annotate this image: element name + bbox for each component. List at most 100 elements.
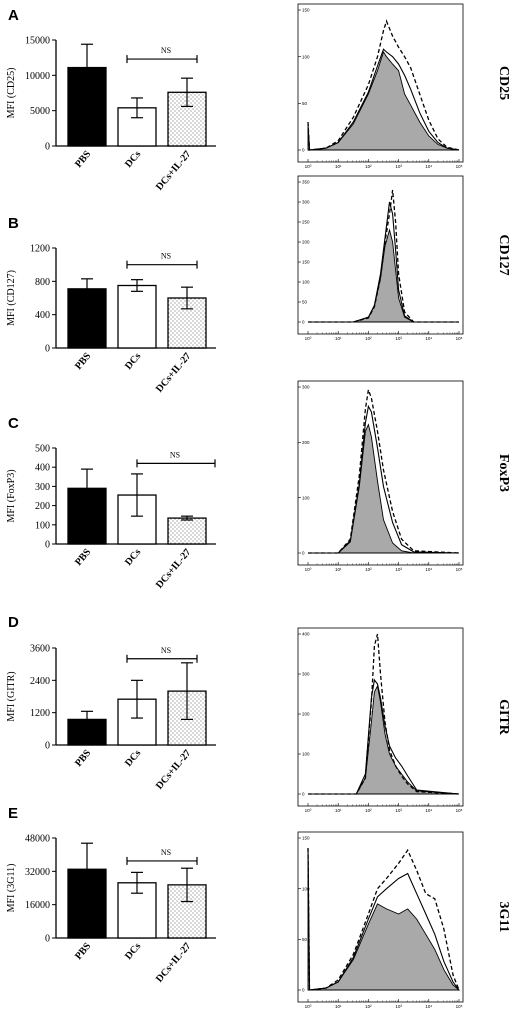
- histogram-panel-foxp3: 0 100 200 300 10⁰ 10¹ 10² 10³ 10⁴ 10⁵ FoxP3: [297, 380, 511, 572]
- significance-label: NS: [161, 46, 171, 55]
- category-label: PBS: [73, 748, 93, 769]
- y-tick-label: 100: [302, 752, 310, 757]
- significance-label: NS: [161, 646, 171, 655]
- x-tick-label: 10⁴: [425, 1004, 432, 1009]
- x-tick-label: 10⁵: [456, 1004, 463, 1009]
- panel-letter: A: [8, 7, 19, 24]
- x-tick-label: 10²: [365, 336, 372, 341]
- x-tick-label: 10¹: [335, 336, 342, 341]
- y-tick-label: 250: [302, 220, 310, 225]
- y-tick-label: 150: [302, 8, 310, 13]
- marker-label: CD127: [496, 234, 511, 275]
- marker-label: GITR: [496, 699, 511, 736]
- category-label: PBS: [73, 941, 93, 962]
- histogram-series-dashed: [308, 633, 460, 795]
- x-tick-label: 10⁴: [425, 567, 432, 572]
- category-label: DCs+IL-27: [154, 351, 193, 395]
- y-tick-label: 0: [45, 741, 50, 752]
- y-tick-label: 400: [35, 463, 50, 474]
- histogram-panel-3g11: 0 50 100 150 10⁰ 10¹ 10² 10³ 10⁴ 10⁵ 3G11: [297, 831, 511, 1009]
- y-axis-label: MFI (GITR): [6, 671, 17, 721]
- y-tick-label: 500: [35, 444, 50, 455]
- y-tick-label: 100: [302, 280, 310, 285]
- y-tick-label: 800: [35, 277, 50, 288]
- y-tick-label: 300: [302, 672, 310, 677]
- y-tick-label: 50: [302, 937, 308, 942]
- x-tick-label: 10³: [395, 336, 402, 341]
- bar-dcs: [117, 284, 157, 349]
- y-tick-label: 150: [302, 260, 310, 265]
- bar-panel-a: A MFI (CD25) 0 5000 10000 15000 PBS DCs DCs+IL-2…: [6, 7, 216, 193]
- x-tick-label: 10³: [395, 567, 402, 572]
- category-label: DCs+IL-27: [154, 149, 193, 193]
- y-tick-label: 10000: [25, 71, 50, 82]
- y-tick-label: 200: [302, 712, 310, 717]
- panel-letter: E: [8, 805, 18, 822]
- marker-label: FoxP3: [496, 454, 511, 492]
- bar-panel-d: D MFI (GITR) 0 1200 2400 3600 PBS DCs DCs+IL-27 N…: [6, 614, 216, 792]
- y-tick-label: 100: [302, 54, 310, 59]
- x-tick-label: 10¹: [335, 164, 342, 169]
- category-label: DCs: [123, 149, 143, 170]
- x-tick-label: 10¹: [335, 808, 342, 813]
- category-label: DCs+IL-27: [154, 941, 193, 985]
- x-tick-label: 10¹: [335, 1004, 342, 1009]
- histogram-series-solid: [308, 678, 460, 795]
- bar-pbs: [67, 288, 107, 349]
- bar-pbs: [67, 868, 107, 939]
- category-label: DCs+IL-27: [154, 547, 193, 591]
- category-label: DCs: [123, 748, 143, 769]
- y-tick-label: 15000: [25, 36, 50, 47]
- x-tick-label: 10⁴: [425, 164, 432, 169]
- bar-pbs: [67, 718, 107, 746]
- bar-panel-b: B MFI (CD127) 0 400 800 1200 PBS DCs DCs+IL-27 NS: [6, 215, 216, 395]
- y-tick-label: 0: [302, 792, 305, 797]
- y-tick-label: 0: [45, 344, 50, 355]
- y-tick-label: 300: [35, 482, 50, 493]
- x-tick-label: 10⁵: [456, 808, 463, 813]
- x-tick-label: 10⁰: [305, 567, 312, 572]
- x-tick-label: 10⁰: [305, 336, 312, 341]
- category-label: PBS: [73, 149, 93, 170]
- category-label: PBS: [73, 547, 93, 568]
- y-tick-label: 50: [302, 300, 308, 305]
- x-tick-label: 10⁵: [456, 336, 463, 341]
- y-tick-label: 0: [45, 934, 50, 945]
- y-tick-label: 400: [302, 632, 310, 637]
- y-tick-label: 1200: [30, 708, 50, 719]
- y-tick-label: 48000: [25, 834, 50, 845]
- x-tick-label: 10²: [365, 164, 372, 169]
- y-axis-label: MFI (CD127): [6, 270, 17, 326]
- x-tick-label: 10³: [395, 164, 402, 169]
- histogram-series-dashed: [307, 19, 460, 151]
- y-tick-label: 0: [302, 320, 305, 325]
- histogram-panel-cd25: 0 50 100 150 10⁰ 10¹ 10² 10³ 10⁴ 10⁵ CD25: [297, 3, 511, 169]
- y-tick-label: 0: [45, 540, 50, 551]
- y-tick-label: 1200: [30, 244, 50, 255]
- histogram-panel-cd127: 0 50 100 150 200 250 300 350 10⁰ 10¹ 10² 10³ 10⁴ 10⁵ C…: [297, 175, 511, 341]
- marker-label: CD25: [496, 66, 511, 100]
- x-tick-label: 10⁰: [305, 1004, 312, 1009]
- bar-pbs: [67, 66, 107, 147]
- histogram-series-solid: [307, 48, 460, 151]
- y-tick-label: 300: [302, 200, 310, 205]
- histogram-series-solid: [308, 404, 460, 554]
- significance-label: NS: [170, 450, 180, 459]
- significance-label: NS: [161, 252, 171, 261]
- y-tick-label: 0: [302, 148, 305, 153]
- x-tick-label: 10³: [395, 1004, 402, 1009]
- histogram-panel-gitr: 0 100 200 300 400 10⁰ 10¹ 10² 10³ 10⁴ 10⁵ GITR: [297, 627, 511, 813]
- y-tick-label: 350: [302, 180, 310, 185]
- panel-letter: C: [8, 415, 19, 432]
- y-tick-label: 200: [35, 501, 50, 512]
- panel-letter: B: [8, 215, 19, 232]
- bar-pbs: [67, 487, 107, 545]
- histogram-series-dashed: [308, 389, 460, 554]
- y-tick-label: 5000: [30, 106, 50, 117]
- bar-panel-c: C MFI (FoxP3) 0 100 200 300 400 500 PBS DCs DCs+IL…: [6, 415, 216, 591]
- y-tick-label: 300: [302, 385, 310, 390]
- bar-dcs-il-27: [167, 517, 207, 545]
- y-axis-label: MFI (CD25): [6, 68, 17, 119]
- x-tick-label: 10²: [365, 567, 372, 572]
